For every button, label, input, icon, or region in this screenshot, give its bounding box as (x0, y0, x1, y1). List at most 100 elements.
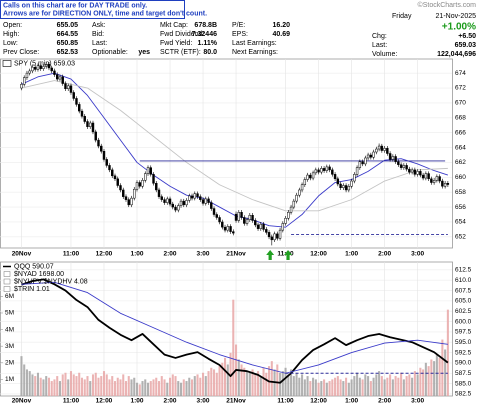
y-tick-label: 597.5 (455, 329, 472, 336)
x-tick-label: 21Nov (226, 398, 246, 405)
candle-body (67, 85, 70, 90)
candle-body (295, 194, 298, 202)
candle-body (322, 168, 326, 171)
candle-body (122, 189, 125, 197)
volume-bar (353, 376, 356, 396)
volume-bar (45, 376, 48, 396)
volume-bar (364, 374, 367, 396)
notice-line: Arrows are for DIRECTION ONLY, time and … (3, 10, 207, 17)
x-tick-label: 3:00 (411, 251, 424, 258)
candle-body (25, 72, 29, 78)
candle-body (358, 161, 362, 168)
candle-body (22, 77, 26, 85)
candle-body (39, 65, 42, 69)
x-tick-label: 20Nov (12, 251, 32, 258)
volume-bar (422, 369, 425, 396)
candle-body (138, 182, 141, 187)
candle-body (344, 185, 348, 191)
candle-body (215, 214, 218, 218)
volume-bar (251, 369, 254, 396)
candle-body (144, 173, 147, 181)
candle-body (441, 180, 444, 187)
candle-body (89, 122, 92, 127)
volume-bar (53, 379, 56, 396)
candle-body (421, 174, 425, 179)
candle-body (218, 217, 221, 223)
volume-bar (97, 377, 100, 396)
candle-body (435, 176, 439, 181)
y-tick-label: 664 (455, 144, 466, 151)
volume-bar (383, 379, 386, 396)
candle-body (424, 173, 428, 179)
candle-body (317, 169, 320, 173)
candle-body (245, 219, 249, 224)
quote-value: 664.55 (57, 31, 79, 38)
volume-bar (372, 377, 375, 396)
quote-label: Prev Close: (3, 49, 39, 56)
candle-body (419, 171, 422, 176)
volume-bar (394, 376, 397, 396)
volume-bar (135, 382, 139, 396)
volume-bar (127, 376, 130, 396)
volume-bar (331, 379, 334, 396)
y-tick-label: 612.5 (455, 267, 472, 274)
volume-bar (177, 381, 180, 396)
y-tick-label: 662 (455, 159, 466, 166)
volume-bar (287, 374, 290, 396)
volume-bar (75, 376, 78, 396)
y2-tick-label: 2M (5, 360, 14, 367)
volume-bar (113, 381, 117, 396)
volume-bar (130, 379, 133, 396)
volume-bar (64, 372, 67, 396)
volume-bar (124, 381, 128, 396)
y-tick-label: 587.5 (455, 370, 472, 377)
candle-body (248, 215, 252, 220)
volume-bar (386, 377, 389, 396)
volume-bar (317, 382, 320, 396)
volume-bar (224, 357, 227, 396)
volume-bar (356, 372, 359, 396)
candle-body (300, 184, 304, 191)
candle-body (69, 85, 73, 93)
candle-body (34, 66, 37, 70)
volume-bar (157, 381, 161, 396)
volume-bar (339, 379, 342, 396)
candle-body (42, 66, 45, 69)
volume-bar (218, 366, 221, 396)
candle-body (193, 193, 196, 199)
candle-body (328, 166, 331, 171)
volume-bar (144, 379, 147, 396)
candle-body (78, 104, 81, 112)
change-percent: +1.00% (442, 22, 476, 33)
y-tick-label: 605.0 (455, 298, 472, 305)
volume-bar (408, 374, 411, 396)
legend-swatch (3, 278, 11, 285)
candle-body (124, 196, 128, 200)
candle-body (141, 180, 144, 187)
y-tick-label: 652 (455, 234, 466, 241)
volume-bar (166, 382, 169, 396)
quote-label: Last Earnings: (232, 40, 277, 47)
volume-bar (160, 376, 163, 396)
volume-bar (72, 374, 75, 396)
volume-bar (196, 374, 199, 396)
volume-bar (369, 381, 372, 396)
summary-value: 122,044,696 (437, 51, 476, 58)
volume-bar (279, 372, 282, 396)
candle-body (72, 92, 75, 99)
legend-swatch (3, 286, 11, 292)
candle-body (232, 231, 235, 234)
quote-value: 16.20 (272, 22, 290, 29)
candle-body (47, 63, 51, 69)
candle-body (311, 172, 315, 179)
volume-bar (276, 364, 279, 396)
volume-bar (138, 384, 141, 396)
x-tick-label: 12:00 (96, 398, 113, 405)
candle-body (160, 196, 163, 200)
y-tick-label: 666 (455, 129, 466, 136)
volume-bar (31, 374, 34, 396)
volume-bar (281, 371, 284, 396)
candle-body (177, 205, 180, 211)
candle-body (372, 151, 375, 158)
volume-bar (78, 372, 81, 396)
